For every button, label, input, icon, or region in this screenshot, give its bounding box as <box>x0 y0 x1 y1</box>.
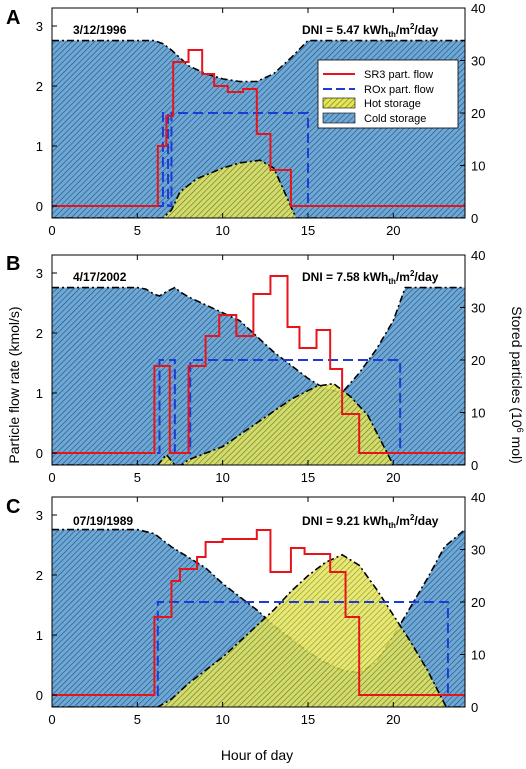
panel-a-letter: A <box>6 7 20 29</box>
panel-b-y-left-tick-label: 2 <box>36 326 43 341</box>
panel-c-y-right-tick-label: 40 <box>471 490 485 505</box>
panel-b-y-right-tick-label: 10 <box>471 406 485 421</box>
panel-c-date: 07/19/1989 <box>73 514 133 528</box>
panel-a-y-right-tick-label: 0 <box>471 211 478 226</box>
panel-b-y-left-tick-label: 0 <box>36 446 43 461</box>
panel-b-hot-storage-area <box>52 383 465 465</box>
panel-a-x-tick-label: 20 <box>386 223 400 238</box>
y-axis-right-label: Stored particles (106 mol) <box>509 306 525 464</box>
panel-b-y-right-tick-label: 30 <box>471 301 485 316</box>
panel-b-y-right-tick-label: 0 <box>471 458 478 473</box>
y-axis-left-label: Particle flow rate (kmol/s) <box>6 306 22 463</box>
legend-sr3-label: SR3 part. flow <box>364 69 433 81</box>
panel-a-y-left-tick-label: 2 <box>36 79 43 94</box>
panel-c-dni: DNI = 9.21 kWhth/m2/day <box>302 513 439 530</box>
panel-b-hot-storage-outline <box>52 382 465 465</box>
panel-a-x-tick-label: 0 <box>48 223 55 238</box>
legend-cold-label: Cold storage <box>364 113 426 125</box>
panel-c-x-tick-label: 20 <box>386 712 400 727</box>
panel-b-series <box>52 275 465 465</box>
panel-c-hot-storage-outline <box>52 553 465 707</box>
panel-c-y-right-tick-label: 10 <box>471 648 485 663</box>
panel-b-date: 4/17/2002 <box>73 270 127 284</box>
panel-a-x-tick-label: 10 <box>215 223 229 238</box>
x-axis-label: Hour of day <box>221 747 293 763</box>
panel-a-date: 3/12/1996 <box>73 23 127 37</box>
panel-a-y-left-tick-label: 1 <box>36 139 43 154</box>
panel-c-series <box>52 528 465 707</box>
panel-b-x-tick-label: 10 <box>215 470 229 485</box>
panel-a-x-tick-label: 15 <box>301 223 315 238</box>
panel-b-x-tick-label: 0 <box>48 470 55 485</box>
panel-a-y-right-tick-label: 20 <box>471 106 485 121</box>
panel-a-x-tick-label: 5 <box>134 223 141 238</box>
legend: SR3 part. flow ROx part. flow Hot storag… <box>317 59 459 129</box>
panel-c-y-right-tick-label: 20 <box>471 595 485 610</box>
panel-a-y-left-tick-label: 3 <box>36 19 43 34</box>
panel-b-y-right-tick-label: 20 <box>471 353 485 368</box>
panel-c-sr3-flow-line <box>52 529 465 696</box>
panel-c-y-left-tick-label: 1 <box>36 628 43 643</box>
panel-a-hot-storage-area <box>52 160 465 218</box>
panel-c-y-left-tick-label: 3 <box>36 508 43 523</box>
panel-a-y-right-tick-label: 40 <box>471 1 485 16</box>
panel-a-y-left-tick-label: 0 <box>36 199 43 214</box>
panel-a-hot-storage-outline <box>52 159 465 218</box>
panel-b-y-left-tick-label: 1 <box>36 386 43 401</box>
panel-c-y-right-tick-label: 30 <box>471 543 485 558</box>
panel-b-cold-storage-outline <box>52 286 465 394</box>
legend-rox-label: ROx part. flow <box>364 84 434 96</box>
legend-hot-swatch <box>322 97 356 109</box>
panel-b-dni: DNI = 7.58 kWhth/m2/day <box>302 269 439 286</box>
panel-b-x-tick-label: 5 <box>134 470 141 485</box>
panel-b-x-tick-label: 15 <box>301 470 315 485</box>
panel-c-hot-storage-area <box>52 554 465 707</box>
panel-c-x-tick-label: 0 <box>48 712 55 727</box>
panel-c-y-left-tick-label: 2 <box>36 568 43 583</box>
panel-b-x-tick-label: 20 <box>386 470 400 485</box>
panel-a-y-right-tick-label: 30 <box>471 54 485 69</box>
panel-b-y-right-tick-label: 40 <box>471 248 485 263</box>
panel-a-sr3-flow-line <box>52 49 465 207</box>
panel-b-sr3-flow-line <box>52 275 465 454</box>
legend-hot-label: Hot storage <box>364 98 421 110</box>
panel-c-y-right-tick-label: 0 <box>471 700 478 715</box>
panel-a-rox-flow-line <box>52 112 465 207</box>
panel-c-x-tick-label: 15 <box>301 712 315 727</box>
legend-cold-swatch <box>322 112 356 124</box>
panel-a-dni: DNI = 5.47 kWhth/m2/day <box>302 22 439 39</box>
panel-c-y-left-tick-label: 0 <box>36 688 43 703</box>
panel-c-x-tick-label: 5 <box>134 712 141 727</box>
panel-b-letter: B <box>6 253 20 275</box>
panel-b-y-left-tick-label: 3 <box>36 266 43 281</box>
panel-c-x-tick-label: 10 <box>215 712 229 727</box>
panel-c-letter: C <box>6 496 20 518</box>
panel-a-y-right-tick-label: 10 <box>471 159 485 174</box>
